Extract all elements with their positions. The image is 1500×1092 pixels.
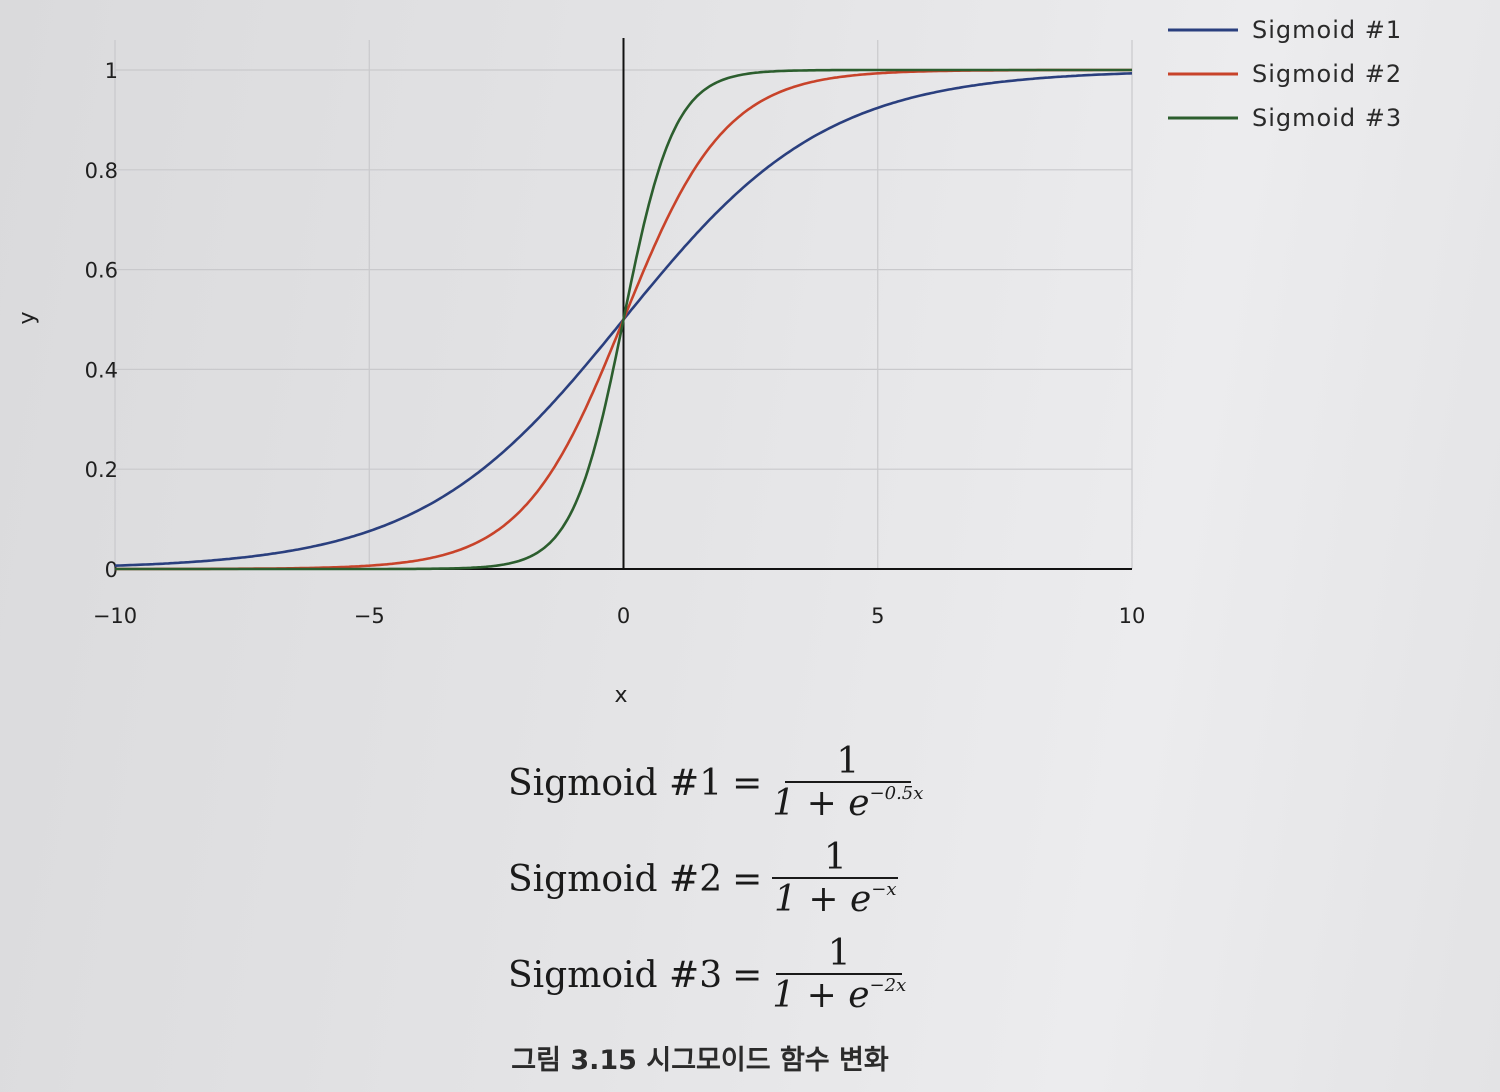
legend-label: Sigmoid #3 [1252, 104, 1402, 132]
y-tick-label: 0.4 [85, 358, 118, 382]
formula-equals: = [732, 858, 763, 900]
formula-den-base: 1 + e [772, 975, 870, 1017]
formula-numerator: 1 [772, 837, 899, 880]
y-tick-label: 0.8 [85, 159, 118, 183]
y-tick-labels: 0 0.2 0.4 0.6 0.8 1 [85, 59, 118, 582]
formula-denominator: 1 + e−0.5x [772, 783, 923, 824]
formula-fraction: 1 1 + e−x [772, 837, 899, 921]
formula-fraction: 1 1 + e−2x [772, 933, 906, 1017]
formula-den-base: 1 + e [774, 879, 872, 921]
y-axis-label: y [15, 311, 40, 324]
x-tick-labels: −10 −5 0 5 10 [93, 604, 1146, 628]
formula-numerator: 1 [784, 741, 911, 784]
sigmoid-chart: −10 −5 0 5 10 00.20.40.60.81 x y Sigmoid #1S… [15, 16, 1402, 708]
formula-denominator: 1 + e−x [774, 879, 897, 920]
x-tick-label: 0 [617, 604, 630, 628]
x-tick-label: 5 [871, 604, 884, 628]
figure-caption: 그림 3.15 시그모이드 함수 변화 [511, 1045, 889, 1076]
y-tick-label: 0.6 [85, 259, 118, 283]
formula-list: Sigmoid #1 = 1 1 + e−0.5x Sigmoid #2 = 1… [508, 735, 968, 1023]
y-tick-label: 0.2 [85, 458, 118, 482]
formula-exponent: −0.5x [869, 783, 924, 805]
y-tick-label: 1 [105, 59, 118, 83]
formula-exponent: −x [871, 879, 897, 901]
formula-name: Sigmoid #1 [508, 762, 723, 804]
formula-name: Sigmoid #3 [508, 954, 723, 996]
y-tick-label: 0 [105, 558, 118, 582]
formula-name: Sigmoid #2 [508, 858, 723, 900]
formula-equals: = [732, 762, 763, 804]
formula-row: Sigmoid #2 = 1 1 + e−x [508, 831, 968, 927]
x-tick-label: −10 [93, 604, 137, 628]
legend: Sigmoid #1 Sigmoid #2 Sigmoid #3 [1168, 16, 1402, 132]
formula-equals: = [732, 954, 763, 996]
formula-den-base: 1 + e [772, 783, 870, 825]
formula-fraction: 1 1 + e−0.5x [772, 741, 923, 825]
legend-label: Sigmoid #1 [1252, 16, 1402, 44]
formula-denominator: 1 + e−2x [772, 975, 906, 1016]
x-axis-label: x [614, 683, 627, 708]
legend-label: Sigmoid #2 [1252, 60, 1402, 88]
x-tick-label: −5 [354, 604, 385, 628]
x-tick-label: 10 [1119, 604, 1146, 628]
series-line [115, 68, 1132, 571]
formula-exponent: −2x [869, 975, 907, 997]
formula-row: Sigmoid #1 = 1 1 + e−0.5x [508, 735, 968, 831]
formula-numerator: 1 [776, 933, 903, 976]
zero-axes [115, 38, 1132, 570]
formula-row: Sigmoid #3 = 1 1 + e−2x [508, 927, 968, 1023]
series-lines [114, 68, 1133, 571]
